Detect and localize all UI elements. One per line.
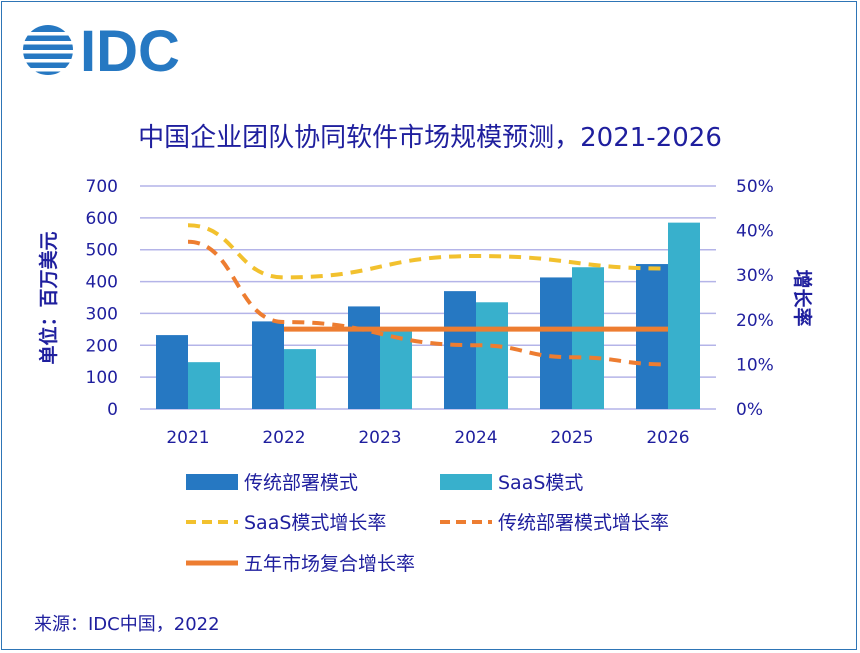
line-series-0 — [187, 223, 669, 280]
idc-logo: IDC — [22, 22, 180, 78]
globe-icon — [22, 25, 74, 75]
y2-tick-label: 50% — [736, 177, 774, 197]
bar-2024-0 — [444, 291, 476, 409]
line-series-1 — [187, 239, 669, 367]
y-tick-label: 0 — [107, 400, 118, 420]
legend-label: SaaS模式 — [498, 472, 583, 494]
x-tick-label: 2026 — [646, 428, 689, 448]
source-note: 来源：IDC中国，2022 — [34, 614, 220, 635]
bar-2022-0 — [252, 321, 284, 409]
lines — [187, 223, 669, 367]
bar-2024-1 — [476, 302, 508, 409]
bar-2023-0 — [348, 306, 380, 409]
y-tick-label: 100 — [86, 368, 118, 388]
legend-swatch — [440, 474, 492, 490]
bar-2026-1 — [668, 222, 700, 409]
legend-label: 传统部署模式增长率 — [498, 512, 669, 534]
bar-2022-1 — [284, 349, 316, 409]
y2-tick-label: 20% — [736, 311, 774, 331]
y2-tick-label: 40% — [736, 222, 774, 242]
legend-label: 传统部署模式 — [244, 472, 358, 494]
bars — [156, 222, 700, 409]
x-tick-label: 2024 — [454, 428, 497, 448]
y-tick-label: 700 — [86, 177, 118, 197]
bar-2021-0 — [156, 335, 188, 409]
legend-label: SaaS模式增长率 — [244, 512, 386, 534]
y2-axis-label: 增长率 — [791, 269, 814, 326]
x-axis-ticks: 2021 2022 2023 2024 2025 2026 — [166, 428, 689, 448]
x-tick-label: 2022 — [262, 428, 305, 448]
y-axis-ticks: 0 100 200 300 400 500 600 700 — [86, 177, 118, 420]
bar-2025-1 — [572, 267, 604, 409]
x-tick-label: 2021 — [166, 428, 209, 448]
bar-2021-1 — [188, 362, 220, 409]
y-tick-label: 500 — [86, 241, 118, 261]
x-tick-label: 2023 — [358, 428, 401, 448]
bar-2023-1 — [380, 329, 412, 409]
bar-2025-0 — [540, 277, 572, 409]
legend-label: 五年市场复合增长率 — [244, 553, 415, 575]
gridlines — [140, 185, 716, 410]
x-tick-label: 2025 — [550, 428, 593, 448]
y2-tick-label: 0% — [736, 400, 763, 420]
y2-tick-label: 30% — [736, 266, 774, 286]
svg-text:IDC: IDC — [80, 22, 180, 78]
y-tick-label: 600 — [86, 209, 118, 229]
y-tick-label: 200 — [86, 336, 118, 356]
y-tick-label: 300 — [86, 304, 118, 324]
y2-axis-ticks: 0% 10% 20% 30% 40% 50% — [736, 177, 774, 420]
y-tick-label: 400 — [86, 273, 118, 293]
legend-swatch — [186, 474, 238, 490]
chart-title: 中国企业团队协同软件市场规模预测，2021-2026 — [138, 123, 722, 153]
bar-2026-0 — [636, 264, 668, 409]
y-axis-label: 单位：百万美元 — [37, 231, 60, 364]
y2-tick-label: 10% — [736, 355, 774, 375]
